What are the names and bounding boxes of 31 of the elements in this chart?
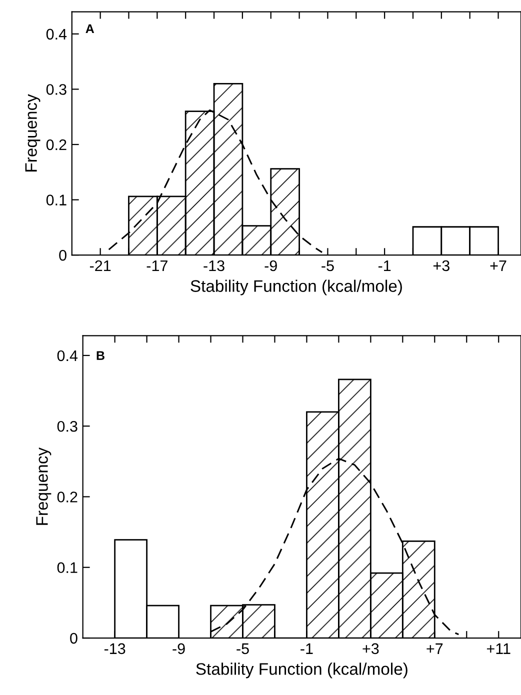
x-tick-label: -1	[300, 643, 313, 654]
x-tick-label: -21	[90, 260, 111, 271]
annotation: A	[86, 24, 94, 34]
x-tick-label: +3	[433, 260, 450, 272]
x-tick-label: -5	[322, 260, 334, 272]
y-axis-title: Frequency	[36, 448, 52, 525]
x-tick-label: +7	[490, 260, 506, 271]
x-axis-title: Stability Function (kcal/mole)	[196, 662, 408, 678]
y-tick-label: 0.3	[46, 84, 66, 95]
y-tick-label: 0.1	[57, 562, 78, 574]
x-tick-label: -13	[204, 260, 224, 272]
y-tick-label: 0.1	[46, 194, 66, 206]
x-tick-label: -9	[172, 643, 185, 654]
y-tick-label: 0.4	[46, 28, 67, 40]
y-tick-label: 0.2	[57, 492, 78, 502]
x-axis-title: Stability Function (kcal/mole)	[190, 280, 402, 296]
x-tick-label: -17	[146, 260, 168, 271]
y-tick-label: 0.4	[57, 350, 78, 362]
x-tick-label: +3	[362, 643, 379, 654]
x-tick-label: +7	[426, 643, 443, 654]
x-tick-label: -5	[236, 643, 249, 654]
y-tick-label: 0.2	[46, 139, 66, 150]
y-tick-label: 0	[70, 632, 78, 644]
y-axis-title: Frequency	[25, 94, 40, 172]
annotation: B	[96, 351, 104, 360]
x-tick-label: -9	[264, 260, 277, 272]
x-tick-label: -13	[104, 643, 126, 654]
x-tick-label: -1	[378, 260, 391, 271]
y-tick-label: 0.3	[57, 420, 78, 432]
y-tick-label: 0	[59, 250, 66, 261]
x-tick-label: +11	[486, 643, 510, 654]
